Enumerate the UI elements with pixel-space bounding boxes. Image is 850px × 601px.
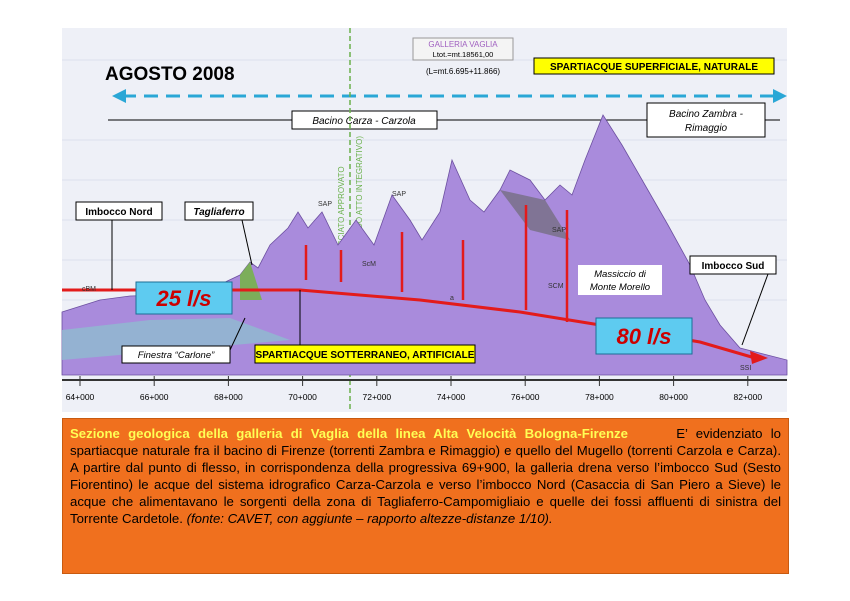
surface-divide-box xyxy=(533,57,775,75)
geo-labels: SAP SAP SAP ScM SCM cBM a SSI xyxy=(82,191,751,372)
window-label: Finestra “Carlone” xyxy=(138,350,215,361)
tick-label: 74+000 xyxy=(437,392,466,402)
tick-label: 80+000 xyxy=(659,392,688,402)
leader xyxy=(741,273,769,346)
label-box xyxy=(578,265,662,295)
basin-box xyxy=(646,102,766,138)
axis: 64+000 66+000 68+000 70+000 72+000 74+000 76+0… xyxy=(66,376,762,402)
tick-label: 64+000 xyxy=(66,392,95,402)
tick-label: 70+000 xyxy=(288,392,317,402)
basin-left: Bacino Carza - Carzola xyxy=(312,116,416,127)
massif: Monte Morello xyxy=(590,282,650,293)
tunnel-box xyxy=(412,37,514,61)
svg-text:SAP: SAP xyxy=(318,201,332,208)
label-box xyxy=(121,345,231,364)
caption-title: Sezione geologica della galleria di Vagl… xyxy=(70,426,628,441)
arrow-head xyxy=(773,89,787,103)
mountain xyxy=(61,114,788,376)
flow-south: 80 l/s xyxy=(616,324,671,349)
caption-source: (fonte: CAVET, con aggiunte – rapporto a… xyxy=(186,511,553,526)
tunnel-name: GALLERIA VAGLIA xyxy=(428,40,498,49)
arrow-head xyxy=(750,351,768,364)
svg-text:ScM: ScM xyxy=(362,261,376,268)
underground-divide: SPARTIACQUE SOTTERRANEO, ARTIFICIALE xyxy=(256,350,475,361)
underground-divide-box xyxy=(254,344,476,364)
arrow-head xyxy=(112,89,126,103)
caption-body: E’ evidenziato lo spartiacque naturale f… xyxy=(70,426,781,526)
tunnel-split: (L=mt.6.695+11.866) xyxy=(426,67,500,76)
svg-text:SAP: SAP xyxy=(552,227,566,234)
tick-label: 72+000 xyxy=(362,392,391,402)
tick-label: 76+000 xyxy=(511,392,540,402)
title: AGOSTO 2008 xyxy=(105,64,235,85)
massif: Massiccio di xyxy=(594,269,647,280)
tick-label: 82+000 xyxy=(733,392,762,402)
basin-right: Bacino Zambra - xyxy=(669,109,744,120)
basin-box xyxy=(291,110,438,130)
tick-label: 68+000 xyxy=(214,392,243,402)
north-portal: Imbocco Nord xyxy=(85,207,152,218)
alluvium xyxy=(62,318,290,360)
flow-box xyxy=(135,281,233,315)
flow-north: 25 l/s xyxy=(155,286,211,311)
svg-text:SAP: SAP xyxy=(392,191,406,198)
flow-box xyxy=(595,317,693,355)
basin-right: Rimaggio xyxy=(685,123,728,134)
label-box xyxy=(75,201,163,221)
label-box xyxy=(184,201,254,221)
limit-label: (SECONDO ATTO INTEGRATIVO) xyxy=(355,136,364,260)
drain-arrows xyxy=(304,205,569,322)
caption: Sezione geologica della galleria di Vagl… xyxy=(62,418,789,574)
svg-text:SSI: SSI xyxy=(740,365,751,372)
surface-divide: SPARTIACQUE SUPERFICIALE, NATURALE xyxy=(550,62,758,73)
label-box xyxy=(689,255,777,275)
svg-text:cBM: cBM xyxy=(82,286,96,293)
limit-label: LIMITE TRACCIATO APPROVATO xyxy=(337,166,346,290)
tick-label: 78+000 xyxy=(585,392,614,402)
tagliaferro: Tagliaferro xyxy=(193,207,244,218)
tick-label: 66+000 xyxy=(140,392,169,402)
leader xyxy=(241,219,253,266)
south-portal: Imbocco Sud xyxy=(702,261,765,272)
strata xyxy=(500,190,570,240)
svg-text:SCM: SCM xyxy=(548,283,564,290)
svg-text:a: a xyxy=(450,295,454,302)
tunnel-length: Ltot.=mt.18561,00 xyxy=(433,50,494,59)
leader xyxy=(229,317,246,351)
